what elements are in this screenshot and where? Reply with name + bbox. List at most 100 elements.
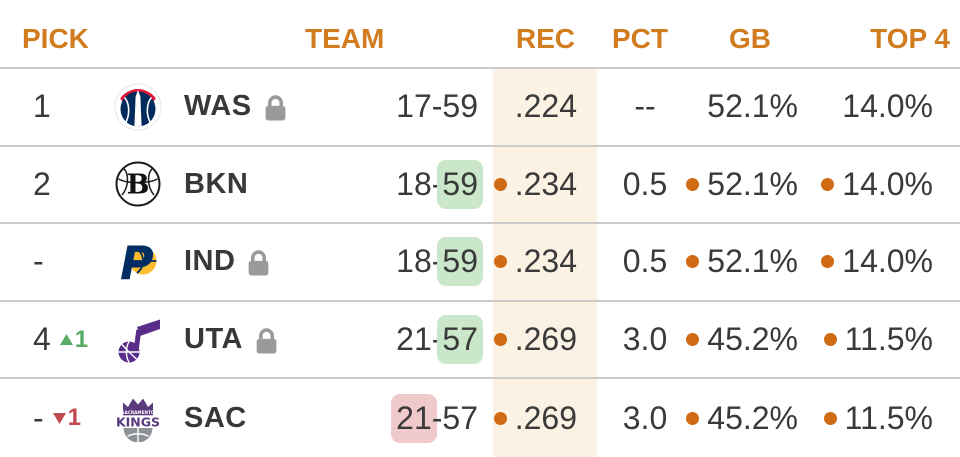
pick-number: - (33, 399, 44, 436)
record-wins: 18 (396, 165, 432, 202)
team-row-bkn[interactable]: 2 B BKN 18-59 .234 0.5 52.1% (0, 147, 960, 225)
top4-odds: 52.1% (686, 224, 810, 300)
brooklyn-nets-logo-icon: B (115, 161, 160, 207)
pick-number: 2 (33, 165, 51, 202)
logo-cell: P (100, 224, 175, 300)
change-dot-icon (493, 255, 507, 269)
record-losses-highlight: 59 (437, 237, 483, 287)
top4-odds: 52.1% (686, 147, 810, 223)
win-pct: .269 (480, 379, 600, 457)
team-cell: IND (175, 224, 300, 300)
team-cell: SAC (175, 379, 300, 457)
logo-cell (100, 69, 175, 145)
team-row-uta[interactable]: 4 1 UTA 21-57 (0, 302, 960, 380)
record-wins: 18 (396, 243, 432, 280)
change-dot-icon (686, 177, 700, 191)
win-pct: .234 (480, 147, 600, 223)
record: 18-59 (300, 224, 483, 300)
top4-odds: 45.2% (686, 379, 810, 457)
logo-cell: B (100, 147, 175, 223)
record-losses-highlight: 59 (437, 159, 483, 209)
first-pick-odds: 14.0% (842, 88, 933, 125)
col-header-gb: GB (729, 23, 771, 54)
games-back: 3.0 (622, 321, 668, 358)
games-back: 0.5 (622, 243, 668, 280)
pick-cell: - 1 (0, 379, 100, 457)
games-back: 3.0 (622, 399, 668, 436)
team-cell: BKN (175, 147, 300, 223)
col-header-pick: PICK (22, 23, 89, 54)
team-abbr: WAS (184, 90, 252, 123)
win-pct: .234 (480, 224, 600, 300)
pick-cell: 4 1 (0, 302, 100, 378)
record: 21-57 (300, 379, 480, 457)
team-row-sac[interactable]: - 1 SACRAMENTO KINGS SAC 21-57 (0, 379, 960, 457)
record-losses: 59 (442, 88, 478, 125)
team-row-was[interactable]: 1 WAS 17-59 .224 -- (0, 69, 960, 147)
col-header-rec: REC (515, 23, 575, 54)
change-dot-icon (493, 177, 507, 191)
record: 17-59 (396, 88, 478, 125)
lock-icon (265, 95, 285, 121)
record-losses: 57 (442, 399, 478, 436)
logo-cell (100, 302, 175, 378)
team-abbr: SAC (184, 401, 247, 434)
down-arrow-icon (52, 412, 66, 424)
first-pick-odds: 11.5% (810, 379, 960, 457)
top4-odds: 45.2% (686, 302, 810, 378)
record-wins: 17 (396, 88, 432, 125)
pick-cell: - (0, 224, 100, 300)
record: 21-57 (300, 302, 483, 378)
logo-cell: SACRAMENTO KINGS (100, 379, 175, 457)
col-header-top4: TOP 4 (870, 23, 950, 54)
pick-number: 4 (33, 321, 51, 358)
first-pick-odds: 14.0% (810, 147, 960, 223)
first-pick-odds: 11.5% (810, 302, 960, 378)
lock-icon (249, 250, 269, 276)
up-arrow-icon (59, 334, 73, 346)
pick-number: 1 (33, 88, 51, 125)
win-pct: .224 (514, 88, 577, 125)
col-header-team: TEAM (305, 23, 385, 54)
record-losses-highlight: 57 (437, 315, 483, 365)
pick-cell: 2 (0, 147, 100, 223)
change-dot-icon (821, 177, 835, 191)
team-abbr: IND (184, 245, 236, 278)
svg-text:B: B (126, 170, 149, 201)
games-back: -- (634, 88, 656, 125)
team-abbr: BKN (184, 167, 249, 200)
change-dot-icon (686, 255, 700, 269)
pick-cell: 1 (0, 69, 100, 145)
change-dot-icon (686, 333, 700, 347)
indiana-pacers-logo-icon: P (120, 238, 156, 286)
games-back: 0.5 (622, 165, 668, 202)
win-pct: .269 (480, 302, 600, 378)
record-wins-highlight: 21 (391, 393, 437, 443)
sacramento-kings-logo-icon: SACRAMENTO KINGS (115, 398, 160, 443)
record: 18-59 (300, 147, 483, 223)
top4-odds: 52.1% (707, 88, 798, 125)
col-header-pct: PCT (612, 23, 668, 54)
team-abbr: UTA (184, 323, 243, 356)
change-dot-icon (493, 411, 507, 425)
pick-number: - (33, 243, 44, 280)
utah-jazz-logo-icon (118, 319, 160, 363)
table-header: PICK TEAM REC PCT GB TOP 4 #1 OVR (0, 0, 960, 69)
team-row-ind[interactable]: - P IND 18-59 .234 0.5 (0, 224, 960, 302)
lock-icon (256, 327, 277, 354)
trend-down-indicator: 1 (52, 404, 81, 432)
team-cell: UTA (175, 302, 300, 378)
svg-text:SACRAMENTO: SACRAMENTO (121, 410, 154, 415)
change-dot-icon (823, 411, 837, 425)
washington-wizards-logo-icon (114, 83, 161, 131)
record-wins: 21 (396, 321, 432, 358)
change-dot-icon (821, 255, 835, 269)
pct-column-highlight (493, 69, 597, 457)
first-pick-odds: 14.0% (810, 224, 960, 300)
change-dot-icon (823, 333, 837, 347)
team-cell: WAS (175, 69, 300, 145)
svg-text:P: P (120, 238, 154, 286)
change-dot-icon (493, 333, 507, 347)
change-dot-icon (686, 411, 700, 425)
